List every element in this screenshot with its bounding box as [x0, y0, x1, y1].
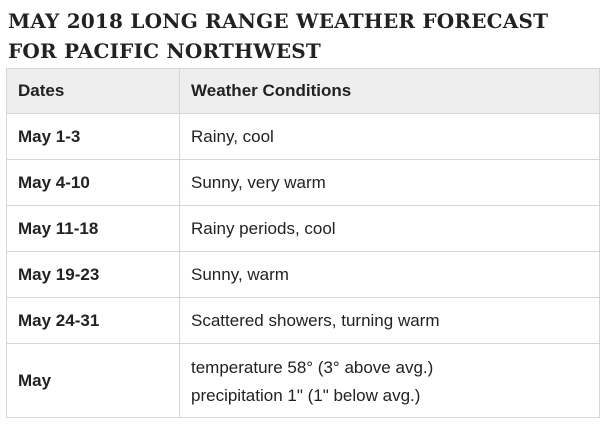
page-title: MAY 2018 LONG RANGE WEATHER FORECAST FOR…	[8, 9, 549, 63]
precipitation-line: precipitation 1" (1" below avg.)	[191, 385, 421, 405]
date-cell: May 19-23	[6, 251, 180, 298]
table-header-row: Dates Weather Conditions	[6, 68, 600, 114]
conditions-cell: Rainy, cool	[179, 113, 600, 160]
forecast-table: Dates Weather Conditions May 1-3 Rainy, …	[6, 68, 600, 418]
date-cell: May	[6, 343, 180, 418]
date-cell: May 1-3	[6, 113, 180, 160]
conditions-cell: temperature 58° (3° above avg.) precipit…	[179, 343, 600, 418]
table-row: May 4-10 Sunny, very warm	[6, 159, 600, 206]
date-cell: May 24-31	[6, 297, 180, 344]
column-header-dates: Dates	[6, 68, 180, 114]
date-cell: May 4-10	[6, 159, 180, 206]
date-cell: May 11-18	[6, 205, 180, 252]
table-row: May 19-23 Sunny, warm	[6, 251, 600, 298]
conditions-cell: Sunny, warm	[179, 251, 600, 298]
conditions-cell: Sunny, very warm	[179, 159, 600, 206]
table-row: May 11-18 Rainy periods, cool	[6, 205, 600, 252]
conditions-lines: temperature 58° (3° above avg.) precipit…	[191, 352, 599, 410]
column-header-conditions: Weather Conditions	[179, 68, 600, 114]
table-row: May 24-31 Scattered showers, turning war…	[6, 297, 600, 344]
table-row: May temperature 58° (3° above avg.) prec…	[6, 343, 600, 418]
conditions-cell: Scattered showers, turning warm	[179, 297, 600, 344]
conditions-cell: Rainy periods, cool	[179, 205, 600, 252]
temperature-line: temperature 58° (3° above avg.)	[191, 357, 434, 377]
table-row: May 1-3 Rainy, cool	[6, 113, 600, 160]
